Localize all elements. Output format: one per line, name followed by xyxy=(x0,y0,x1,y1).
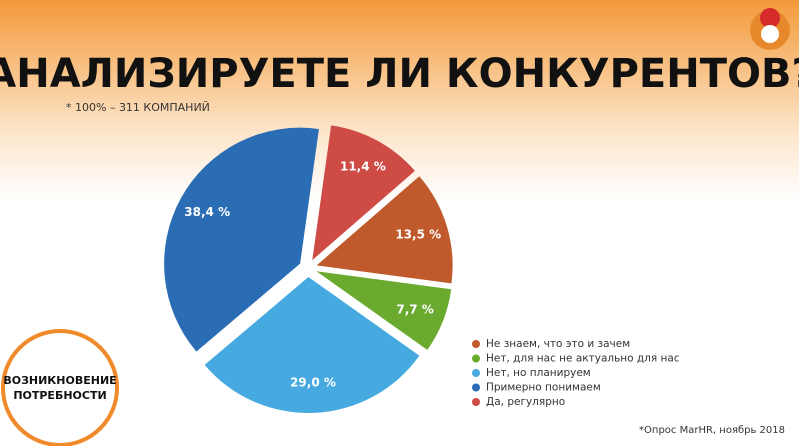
badge-line: ВОЗНИКНОВЕНИЕ xyxy=(3,374,116,387)
legend-label: Примерно понимаем xyxy=(486,382,601,394)
value-label: 7,7 % xyxy=(396,303,433,317)
value-label: 11,4 % xyxy=(340,159,386,173)
legend-marker xyxy=(472,369,480,377)
pie-slice xyxy=(316,271,452,350)
legend-label: Нет, для нас не актуально для нас xyxy=(486,353,680,365)
pie-slice xyxy=(316,176,453,284)
footnote: *Опрос MarHR, ноябрь 2018 xyxy=(639,425,785,436)
value-label: 13,5 % xyxy=(395,227,441,241)
mascot xyxy=(750,8,790,50)
title: АНАЛИЗИРУЕТЕ ЛИ КОНКУРЕНТОВ? xyxy=(0,51,799,97)
pie-slice xyxy=(164,127,319,352)
subtitle: * 100% – 311 КОМПАНИЙ xyxy=(66,101,210,114)
value-label: 38,4 % xyxy=(184,205,230,219)
legend-marker xyxy=(472,354,480,363)
badge: ВОЗНИКНОВЕНИЕ ПОТРЕБНОСТИ xyxy=(1,329,119,446)
legend-marker xyxy=(472,398,480,406)
legend-label: Нет, но планируем xyxy=(486,367,591,379)
legend-label: Не знаем, что это и зачем xyxy=(486,338,630,350)
badge-circle xyxy=(1,329,119,446)
legend-marker xyxy=(472,383,480,392)
badge-line: ПОТРЕБНОСТИ xyxy=(13,389,106,402)
legend-label: Да, регулярно xyxy=(486,396,565,408)
pie-slice xyxy=(204,276,420,413)
value-label: 29,0 % xyxy=(290,375,336,389)
pie-slice xyxy=(312,125,415,261)
legend-marker xyxy=(472,340,480,348)
